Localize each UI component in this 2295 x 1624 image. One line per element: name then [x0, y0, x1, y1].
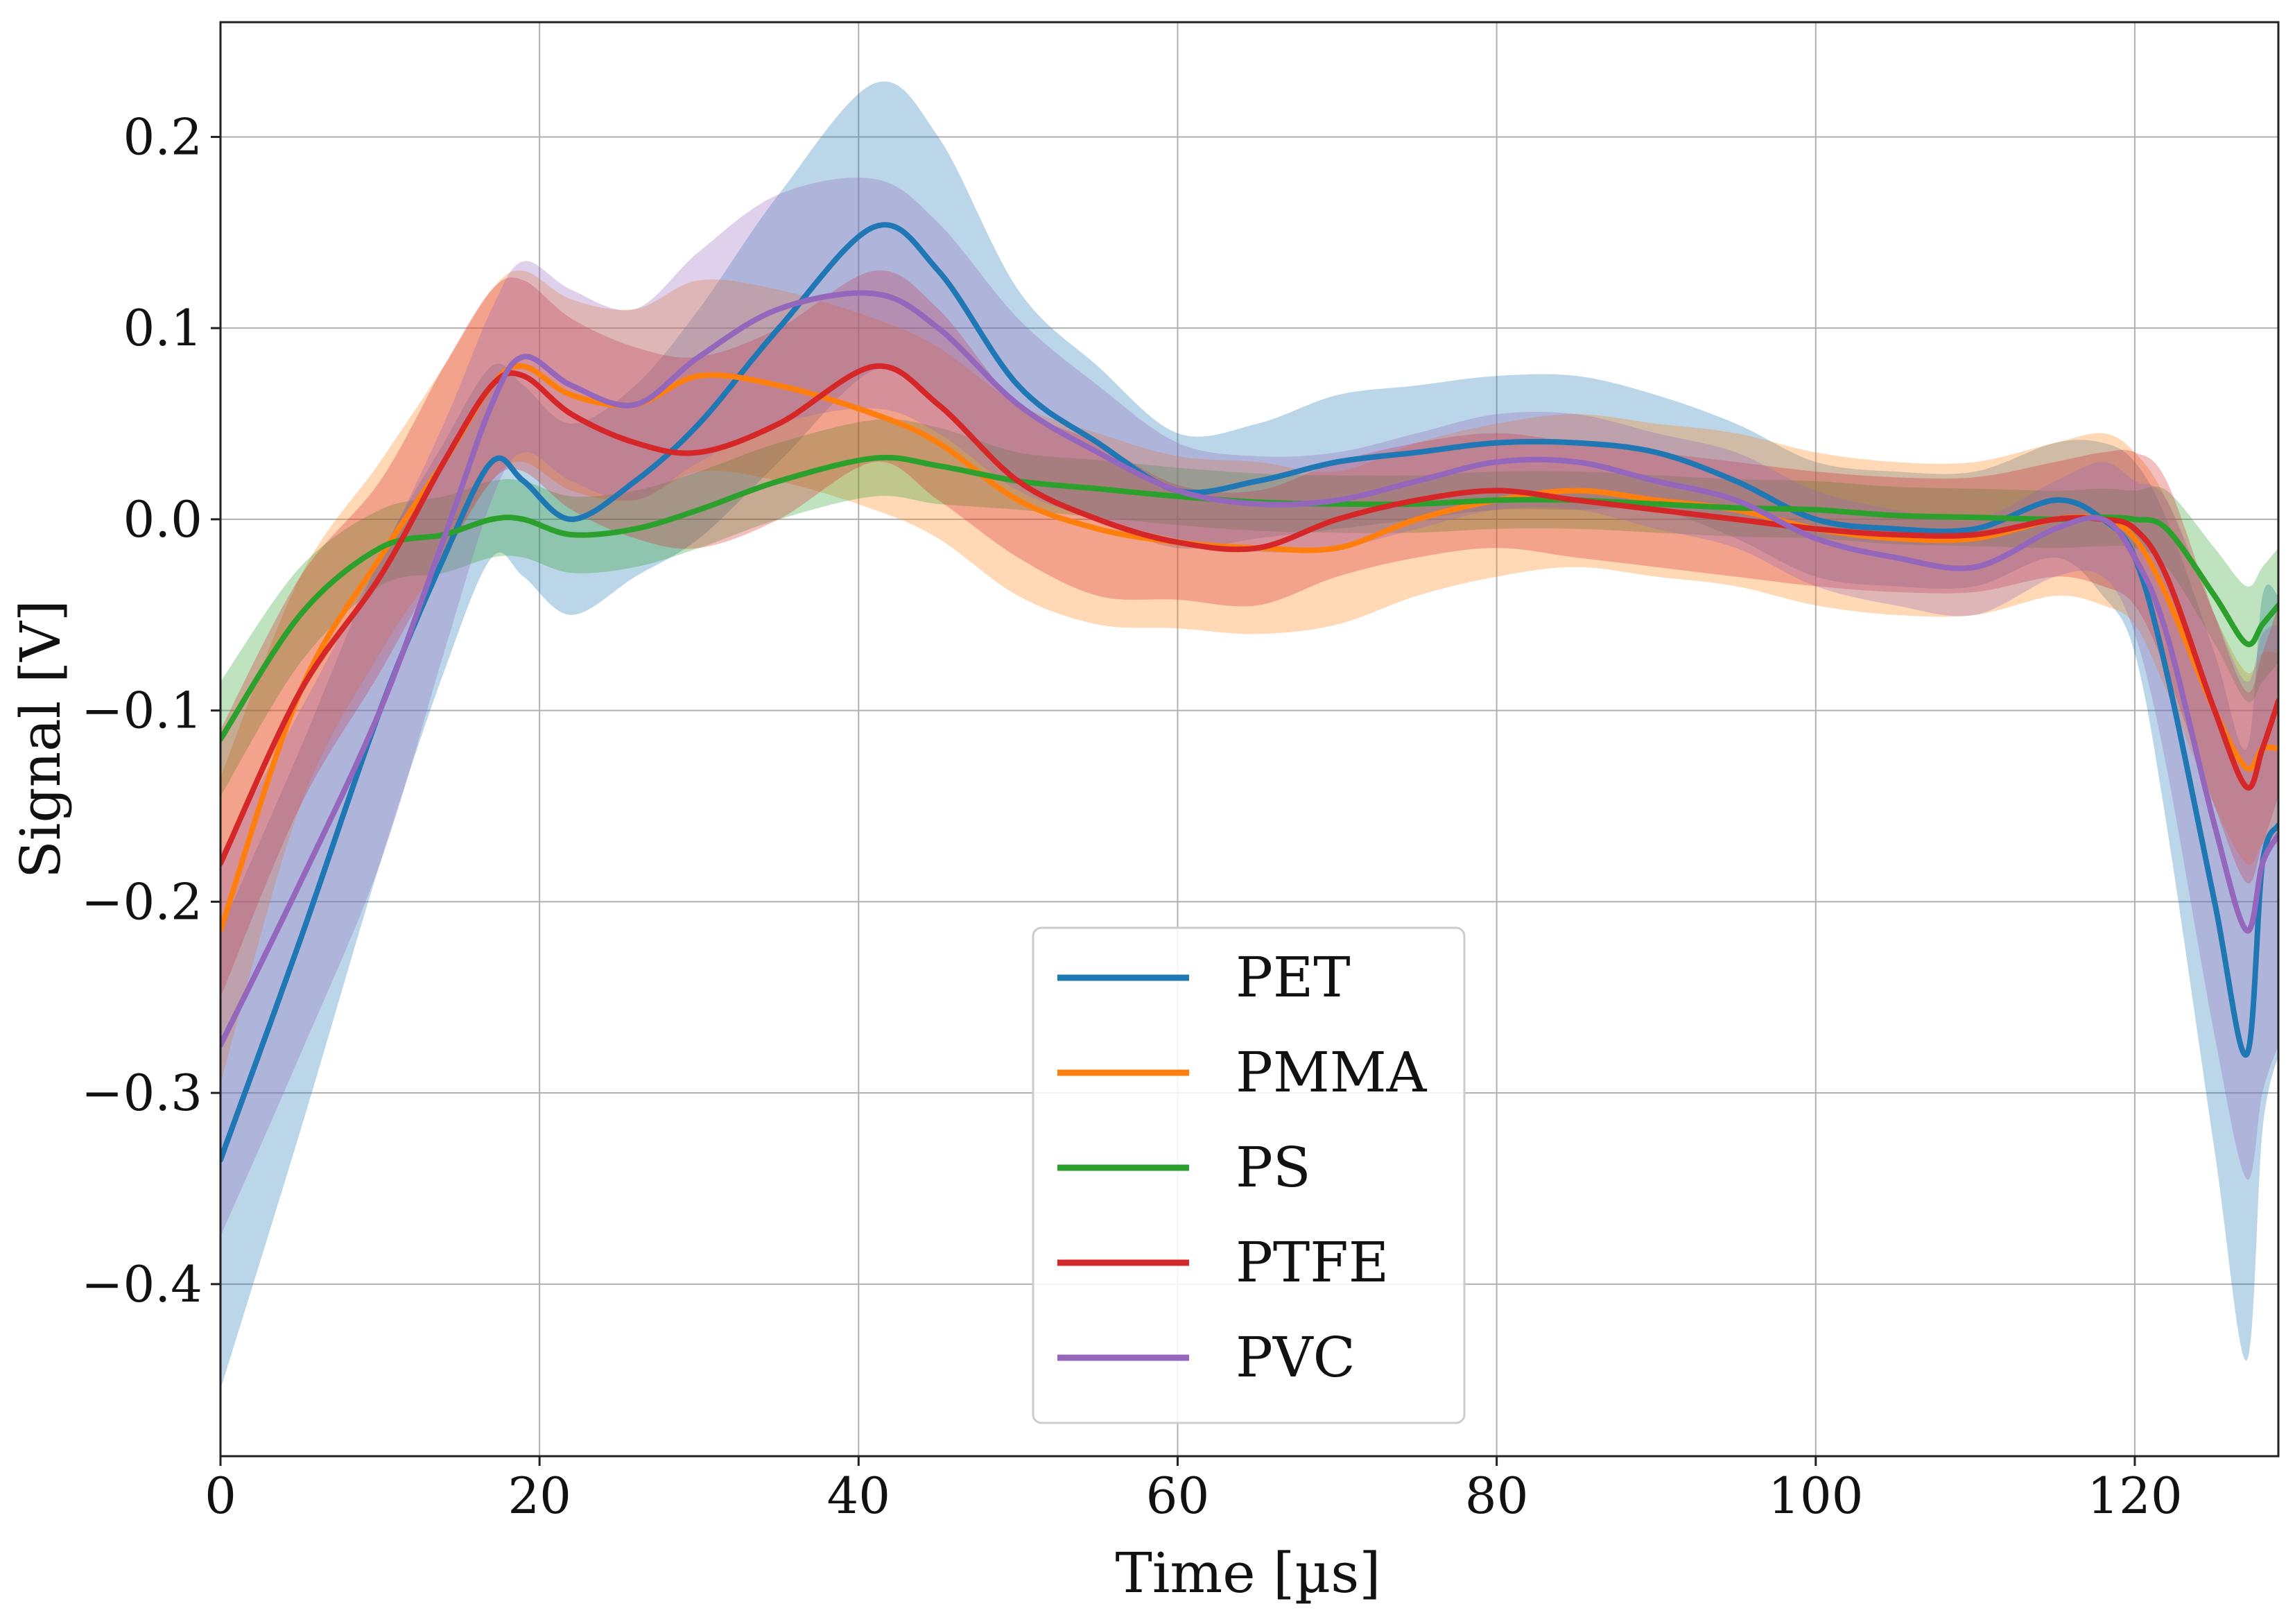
y-tick-label: −0.3 — [81, 1064, 202, 1122]
y-tick-label: −0.4 — [81, 1255, 202, 1313]
y-tick-label: −0.2 — [81, 872, 202, 931]
grid — [220, 22, 2278, 1456]
legend-label-ps: PS — [1236, 1135, 1311, 1200]
series-lines — [220, 222, 2278, 1163]
x-tick-label: 60 — [1146, 1467, 1210, 1525]
x-tick-label: 80 — [1465, 1467, 1529, 1525]
band-pmma — [220, 270, 2278, 1084]
series-line-pet — [220, 222, 2278, 1163]
band-ptfe — [220, 270, 2278, 998]
legend-label-pvc: PVC — [1236, 1325, 1356, 1390]
x-tick-label: 40 — [826, 1467, 890, 1525]
y-tick-label: 0.1 — [123, 299, 202, 357]
x-axis: 0 20 40 60 80 100 120 — [205, 1456, 2183, 1525]
plot-frame — [219, 21, 2280, 1458]
y-axis-label: Signal [V] — [8, 600, 73, 879]
legend-box — [1032, 926, 1466, 1424]
legend: PET PMMA PS PTFE PVC — [1032, 926, 1466, 1424]
legend-label-pet: PET — [1236, 945, 1351, 1010]
x-axis-label: Time [µs] — [1115, 1541, 1380, 1605]
x-tick-label: 120 — [2087, 1467, 2182, 1525]
x-tick-label: 0 — [205, 1467, 236, 1525]
series-line-pvc — [220, 290, 2278, 1048]
legend-label-pmma: PMMA — [1236, 1040, 1428, 1105]
x-tick-label: 20 — [508, 1467, 571, 1525]
x-tick-label: 100 — [1768, 1467, 1863, 1525]
y-tick-label: 0.2 — [123, 107, 202, 166]
y-axis: 0.2 0.1 0.0 −0.1 −0.2 −0.3 −0.4 — [81, 107, 220, 1313]
band-pet — [220, 81, 2278, 1390]
y-tick-label: −0.1 — [81, 682, 202, 740]
legend-label-ptfe: PTFE — [1236, 1230, 1389, 1295]
y-tick-label: 0.0 — [123, 490, 202, 548]
